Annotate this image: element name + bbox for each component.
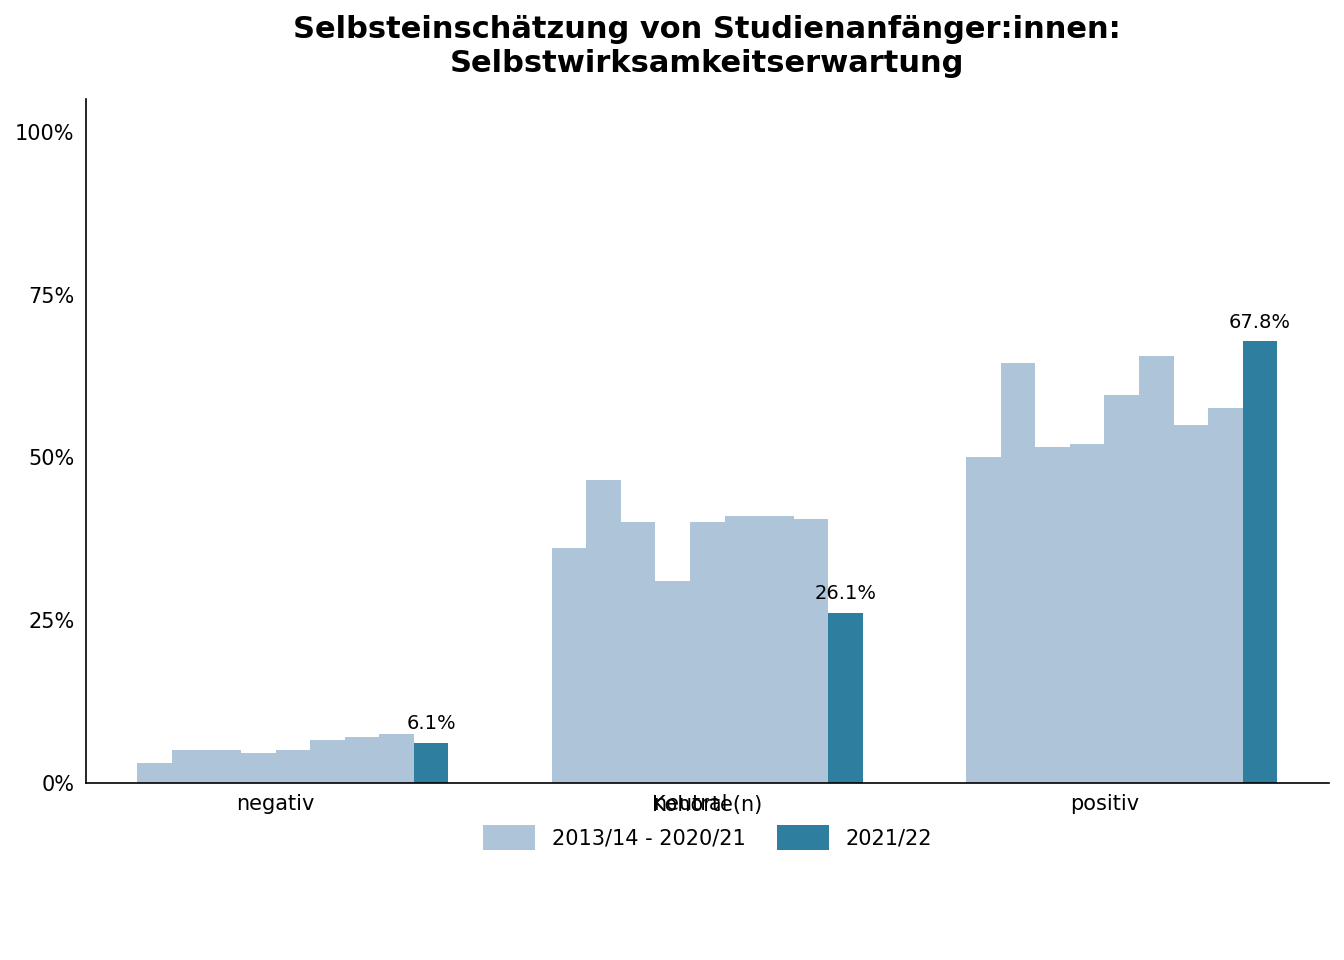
Bar xyxy=(621,522,656,782)
Bar xyxy=(137,763,172,782)
Text: 26.1%: 26.1% xyxy=(814,584,876,603)
Bar xyxy=(172,750,207,782)
Bar xyxy=(1138,356,1173,782)
Bar xyxy=(586,480,621,782)
Bar xyxy=(207,750,241,782)
Bar xyxy=(759,516,794,782)
Bar xyxy=(1208,408,1243,782)
Legend: 2013/14 - 2020/21, 2021/22: 2013/14 - 2020/21, 2021/22 xyxy=(472,784,942,861)
Bar xyxy=(1173,424,1208,782)
Bar xyxy=(241,754,276,782)
Bar xyxy=(794,519,828,782)
Text: 6.1%: 6.1% xyxy=(406,714,456,733)
Text: 67.8%: 67.8% xyxy=(1228,313,1292,331)
Bar xyxy=(1070,444,1105,782)
Bar xyxy=(724,516,759,782)
Bar xyxy=(689,522,724,782)
Bar xyxy=(1105,396,1138,782)
Bar xyxy=(552,548,586,782)
Bar xyxy=(276,750,310,782)
Bar xyxy=(966,457,1001,782)
Bar xyxy=(414,743,449,782)
Bar xyxy=(656,581,689,782)
Bar xyxy=(1243,342,1277,782)
Title: Selbsteinschätzung von Studienanfänger:innen:
Selbstwirksamkeitserwartung: Selbsteinschätzung von Studienanfänger:i… xyxy=(293,15,1121,78)
Bar xyxy=(379,733,414,782)
Bar xyxy=(828,612,863,782)
Bar xyxy=(344,737,379,782)
Bar xyxy=(310,740,344,782)
Bar xyxy=(1035,447,1070,782)
Bar xyxy=(1001,363,1035,782)
